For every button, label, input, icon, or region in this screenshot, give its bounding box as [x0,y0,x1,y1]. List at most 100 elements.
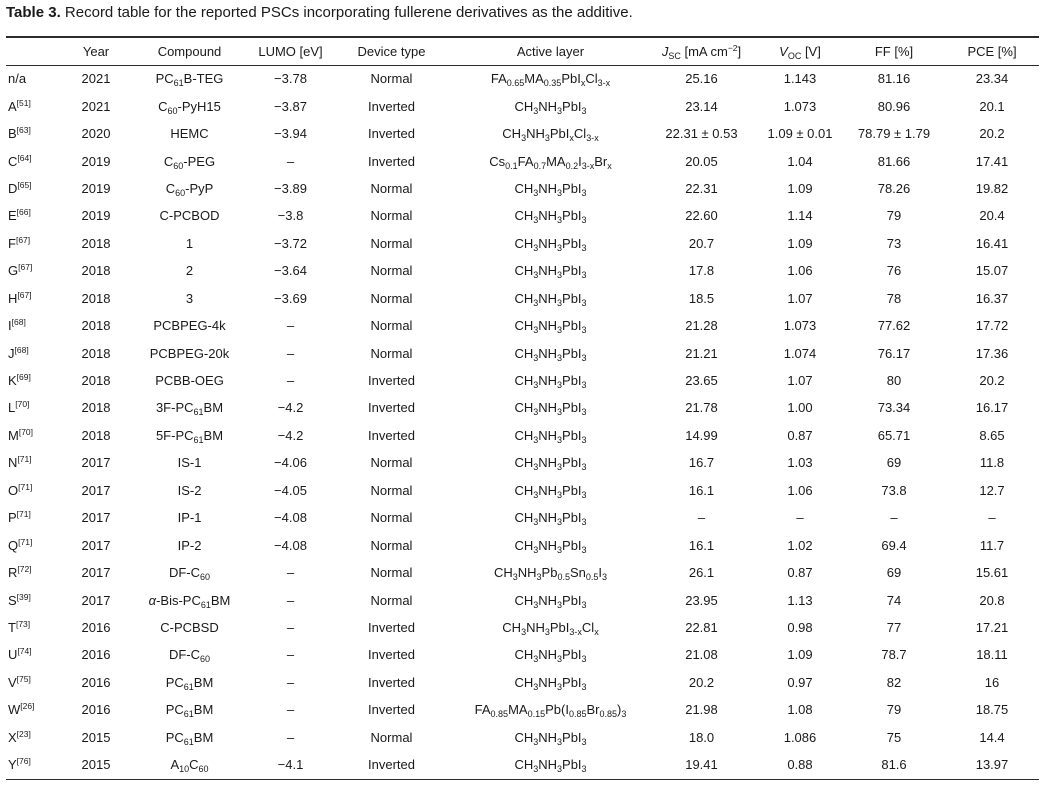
cell-jsc: 21.78 [685,400,718,416]
cell-id: B[63] [8,125,31,142]
cell-pce: 18.75 [975,702,1009,718]
cell-jsc: 20.7 [688,235,715,251]
cell-year: 2018 [81,263,111,279]
cell-device: Normal [370,235,413,251]
cell-active: CH3NH3PbI3 [514,318,587,336]
cell-compound: 1 [185,235,194,251]
cell-id: A[51] [8,97,31,114]
cell-jsc: 21.21 [685,345,718,361]
cell-year: 2018 [81,400,111,416]
cell-compound: 5F-PC61BM [155,427,224,445]
cell-year: 2017 [81,510,111,526]
cell-voc: 1.074 [783,345,817,361]
cell-device: Normal [370,729,413,745]
cell-year: 2020 [81,126,111,142]
cell-lumo: −3.94 [274,126,307,142]
cell-pce: 20.8 [979,592,1005,608]
cell-device: Inverted [368,153,415,169]
cell-active: CH3NH3PbIxCl3-x [502,126,599,144]
cell-jsc: 23.95 [685,592,718,608]
table-body: n/a 2021 PC61B-TEG −3.78 Normal FA0.65MA0.35P… [6,65,1039,778]
cell-jsc: 14.99 [685,427,718,443]
cell-year: 2018 [81,373,111,389]
cell-year: 2018 [81,235,111,251]
cell-compound: 3 [185,290,194,306]
cell-ff: – [890,510,898,526]
cell-active: CH3NH3PbI3 [514,400,587,418]
cell-active: CH3NH3Pb0.5Sn0.5I3 [493,565,608,583]
cell-compound: IS-2 [177,482,202,498]
cell-voc: 1.073 [783,318,817,334]
cell-id: V[75] [8,673,31,690]
table-row: B[63] 2020 HEMC −3.94 Inverted CH3NH3PbIxCl3-… [6,120,1039,147]
cell-ff: 79 [886,702,902,718]
cell-lumo: −3.87 [274,98,307,114]
cell-pce: 20.2 [979,126,1005,142]
cell-active: Cs0.1FA0.7MA0.2I3-xBrx [489,153,612,171]
cell-lumo: −4.08 [274,510,307,526]
column-header-device: Device type [357,43,426,59]
cell-compound: PCBB-OEG [155,373,224,389]
cell-pce: 19.82 [975,180,1009,196]
cell-active: CH3NH3PbI3 [514,345,587,363]
cell-id: F[67] [8,234,31,251]
column-header-active: Active layer [516,43,585,59]
cell-active: CH3NH3PbI3 [514,592,587,610]
cell-id: Q[71] [8,536,33,553]
cell-pce: 17.41 [975,153,1009,169]
cell-active: CH3NH3PbI3 [514,180,587,198]
cell-pce: 12.7 [979,482,1005,498]
psc-record-table: Year Compound LUMO [eV] Device type Active l… [6,37,1039,778]
cell-year: 2021 [81,71,111,87]
cell-active: CH3NH3PbI3 [514,427,587,445]
cell-voc: 1.06 [787,482,813,498]
cell-ff: 80 [886,373,902,389]
cell-compound: PC61B-TEG [155,71,224,89]
cell-ff: 73 [886,235,902,251]
cell-active: CH3NH3PbI3 [514,674,587,692]
cell-device: Inverted [368,674,415,690]
cell-jsc: – [697,510,706,526]
column-header-year: Year [82,43,110,59]
cell-pce: 15.61 [975,565,1009,581]
cell-lumo: −3.8 [277,208,304,224]
cell-voc: 1.06 [787,263,813,279]
table-row: G[67] 2018 2 −3.64 Normal CH3NH3PbI3 17.8 1.06 7… [6,257,1039,284]
cell-active: CH3NH3PbI3 [514,208,587,226]
cell-voc: 0.88 [787,757,813,773]
cell-device: Inverted [368,98,415,114]
cell-jsc: 22.31 [685,180,718,196]
cell-ff: 76 [886,263,902,279]
cell-compound: α-Bis-PC61BM [148,592,231,610]
table-row: I[68] 2018 PCBPEG-4k – Normal CH3NH3PbI3 21.28… [6,312,1039,339]
cell-jsc: 22.31 ± 0.53 [665,126,738,142]
cell-compound: HEMC [170,126,209,142]
column-header-lumo: LUMO [eV] [258,43,323,59]
cell-year: 2018 [81,318,111,334]
cell-active: CH3NH3PbI3 [514,455,587,473]
cell-id: M[70] [8,426,34,443]
cell-compound: C-PCBSD [160,619,219,635]
table-row: E[66] 2019 C-PCBOD −3.8 Normal CH3NH3PbI3 22.6… [6,202,1039,229]
cell-active: CH3NH3PbI3 [514,757,587,775]
cell-jsc: 23.65 [685,373,718,389]
cell-year: 2016 [81,674,111,690]
table-row: H[67] 2018 3 −3.69 Normal CH3NH3PbI3 18.5 1.07 7… [6,285,1039,312]
cell-voc: 0.87 [787,427,813,443]
column-header-id [6,37,66,65]
cell-device: Normal [370,345,413,361]
cell-id: K[69] [8,372,31,389]
cell-id: H[67] [8,289,32,306]
cell-compound: C60-PEG [163,153,216,171]
cell-ff: 81.66 [877,153,911,169]
cell-pce: 14.4 [979,729,1005,745]
column-header-voc: VOC [V] [779,43,821,61]
cell-id: L[70] [8,399,30,416]
cell-device: Inverted [368,400,415,416]
cell-voc: 1.073 [783,98,817,114]
cell-voc: 0.98 [787,619,813,635]
cell-jsc: 19.41 [685,757,718,773]
cell-voc: 1.07 [787,290,813,306]
cell-device: Inverted [368,757,415,773]
cell-active: CH3NH3PbI3-xClx [502,619,599,637]
